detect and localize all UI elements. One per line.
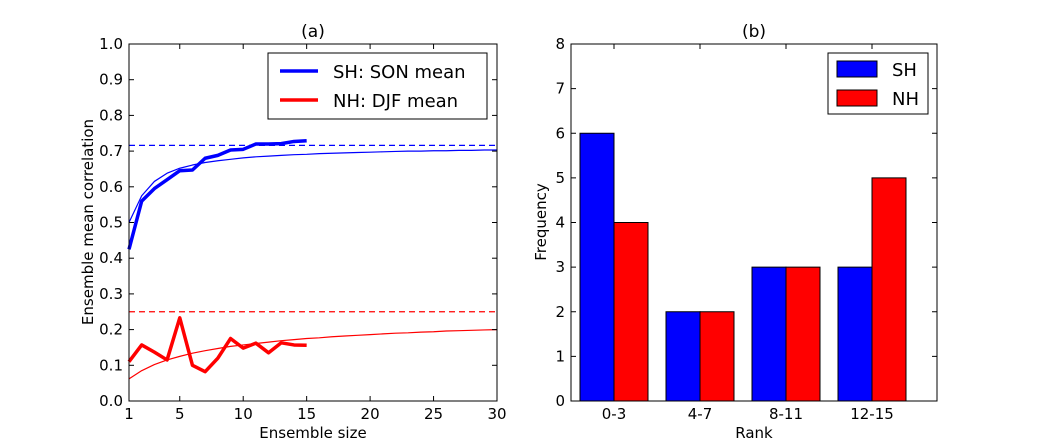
y-tick-label-a-5: 0.5 <box>99 214 123 232</box>
chart-a-xlabel: Ensemble size <box>259 424 366 442</box>
y-tick-label-b-0: 0 <box>555 392 565 410</box>
chart-a-plot <box>127 139 498 380</box>
bar-nh-1 <box>699 311 735 402</box>
y-tick-label-b-4: 4 <box>555 214 565 232</box>
chart-a-ylabel: Ensemble mean correlation <box>79 119 97 325</box>
y-tick-label-b-2: 2 <box>555 303 565 321</box>
x-tick-label-a-1: 5 <box>175 405 185 423</box>
bar-sh-3 <box>837 266 873 402</box>
y-tick-label-a-4: 0.4 <box>99 249 123 267</box>
y-tick-label-a-8: 0.8 <box>99 106 123 124</box>
bar-nh-3 <box>871 177 907 402</box>
bar-sh-2 <box>751 266 787 402</box>
x-tick-label-a-6: 30 <box>487 405 506 423</box>
chart-a-legend: SH: SON mean NH: DJF mean <box>267 52 488 120</box>
x-tick-label-b-2: 8-11 <box>769 405 803 423</box>
chart-b-xlabel: Rank <box>735 424 773 442</box>
y-tick-label-a-1: 0.1 <box>99 356 123 374</box>
chart-b-title: (b) <box>742 22 766 42</box>
x-tick-label-b-1: 4-7 <box>688 405 713 423</box>
chart-b-axes: 0-3 4-7 8-11 12-15 0 1 2 3 4 5 6 7 8 <box>555 35 937 423</box>
x-tick-label-a-4: 20 <box>361 405 380 423</box>
y-tick-label-a-10: 1.0 <box>99 35 123 53</box>
bar-nh-2 <box>785 266 821 402</box>
chart-a-title: (a) <box>301 22 325 42</box>
panel-a: (a) 1 5 10 15 20 25 300.00.10.20.30.40.50.60.7… <box>79 22 507 442</box>
y-tick-label-a-2: 0.2 <box>99 321 123 339</box>
bar-sh-0 <box>579 132 615 402</box>
y-tick-label-b-3: 3 <box>555 258 565 276</box>
y-tick-label-b-7: 7 <box>555 80 565 98</box>
legend-label-b-0: SH <box>892 60 917 81</box>
y-tick-label-b-5: 5 <box>555 169 565 187</box>
y-tick-label-a-6: 0.6 <box>99 178 123 196</box>
chart-b-legend: SH NH <box>827 52 929 115</box>
y-tick-label-a-7: 0.7 <box>99 142 123 160</box>
chart-a-axes: 1 5 10 15 20 25 300.00.10.20.30.40.50.60.70.80… <box>99 35 506 423</box>
y-tick-label-b-1: 1 <box>555 347 565 365</box>
series-line-2 <box>128 149 497 223</box>
x-tick-label-a-0: 1 <box>124 405 134 423</box>
y-tick-label-b-6: 6 <box>555 124 565 142</box>
panel-b: (b) 0-3 4-7 8-11 12-15 0 1 2 3 4 5 6 7 8 Rank Freque… <box>532 22 938 442</box>
y-tick-label-a-3: 0.3 <box>99 285 123 303</box>
x-tick-label-a-2: 10 <box>234 405 253 423</box>
y-tick-label-a-9: 0.9 <box>99 71 123 89</box>
legend-label-a-0: SH: SON mean <box>333 62 466 83</box>
y-tick-label-b-8: 8 <box>555 35 565 53</box>
legend-label-a-1: NH: DJF mean <box>333 91 458 112</box>
series-line-1 <box>127 316 307 374</box>
bar-sh-1 <box>665 311 701 402</box>
legend-label-b-1: NH <box>892 89 919 110</box>
legend-swatch-b-1 <box>836 89 878 107</box>
x-tick-label-b-0: 0-3 <box>602 405 627 423</box>
bar-nh-0 <box>613 222 649 402</box>
series-line-0 <box>127 139 307 250</box>
legend-swatch-b-0 <box>836 60 878 78</box>
chart-b-ylabel: Frequency <box>532 183 550 261</box>
x-tick-label-b-3: 12-15 <box>850 405 894 423</box>
legend-box-a <box>267 52 488 120</box>
y-tick-label-a-0: 0.0 <box>99 392 123 410</box>
chart-b-plot <box>579 132 907 402</box>
x-tick-label-a-5: 25 <box>424 405 443 423</box>
x-tick-label-a-3: 15 <box>297 405 316 423</box>
